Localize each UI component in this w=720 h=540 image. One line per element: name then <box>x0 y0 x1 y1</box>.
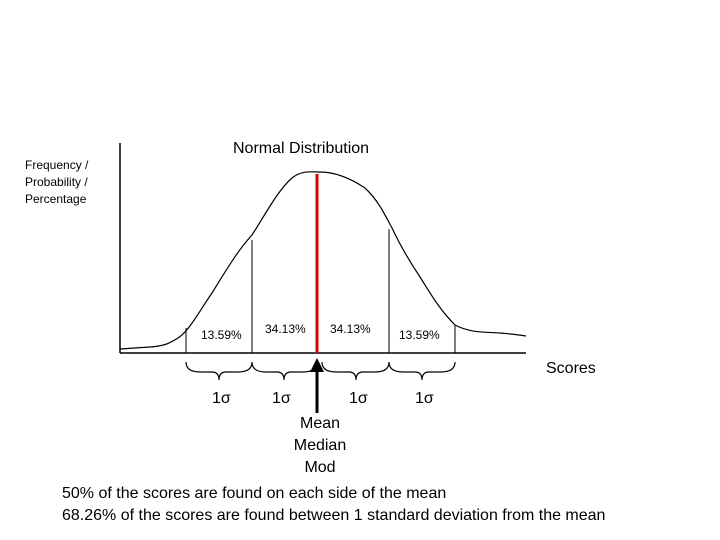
y-axis-label-line: Frequency / <box>25 158 89 172</box>
sigma-label: 1σ <box>349 390 368 407</box>
segment-percent-label: 13.59% <box>399 328 440 342</box>
sigma-brace <box>185 361 253 381</box>
mean-arrowhead <box>310 358 324 372</box>
sigma-label: 1σ <box>415 390 434 407</box>
sigma-label: 1σ <box>212 390 231 407</box>
bell-curve <box>119 171 527 350</box>
sigma-brace <box>251 361 318 381</box>
segment-percent-label: 34.13% <box>330 322 371 336</box>
segment-percent-label: 13.59% <box>201 328 242 342</box>
central-label: Mod <box>304 459 336 476</box>
central-tendency-labels: Mean Median Mod <box>270 413 370 479</box>
diagram-title: Normal Distribution <box>233 140 370 157</box>
y-axis-label-line: Percentage <box>25 192 87 206</box>
note-line: 68.26% of the scores are found between 1… <box>62 507 606 524</box>
central-label: Median <box>293 437 347 454</box>
sigma-brace <box>388 361 456 381</box>
y-axis-label: Frequency / Probability / Percentage <box>25 157 135 208</box>
central-label: Mean <box>299 415 341 432</box>
y-axis-label-line: Probability / <box>25 175 88 189</box>
sigma-brace <box>321 361 390 381</box>
note-line: 50% of the scores are found on each side… <box>62 485 447 502</box>
segment-percent-label: 34.13% <box>265 322 306 336</box>
sigma-label: 1σ <box>272 390 291 407</box>
x-axis-label: Scores <box>546 360 596 377</box>
